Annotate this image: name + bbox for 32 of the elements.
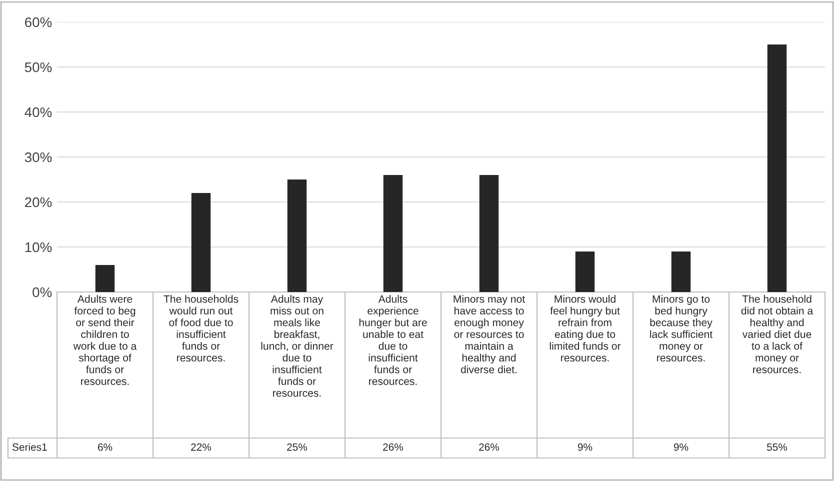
data-label: 26%	[479, 443, 500, 451]
data-label: 25%	[287, 443, 308, 451]
x-tick-label: The households would run out of food due to insufficient funds or resources.	[164, 295, 238, 362]
bar	[95, 265, 115, 292]
x-tick-label: Minors go to bed hungry because they lack sufficient money or resources.	[650, 295, 713, 362]
text: Series1	[12, 443, 47, 451]
x-tick-label: Adults experience hunger but are unable to eat due to insufficient funds or resources.	[359, 295, 427, 386]
data-label: 22%	[191, 443, 212, 451]
bar	[191, 193, 211, 292]
data-label: 6%	[98, 443, 112, 451]
bar	[767, 44, 787, 292]
x-tick-label: Adults were forced to beg or send their children to work due to a shortage of funds or resources.	[73, 295, 137, 386]
x-tick-label: Minors may not have access to enough money or resources to maintain a healthy and diverse diet.	[454, 295, 525, 374]
y-tick-label: 50%	[24, 62, 52, 72]
bar	[383, 175, 403, 292]
y-tick-label: 20%	[25, 197, 52, 208]
x-tick-label: Minors would feel hungry but refrain from eating due to limited funds or resources.	[550, 295, 621, 362]
y-tick-label: 10%	[25, 242, 52, 252]
y-tick-label: 30%	[24, 152, 52, 162]
data-label: 9%	[578, 443, 592, 451]
data-label: 55%	[766, 443, 788, 451]
bar	[479, 175, 499, 292]
y-tick-label: 60%	[25, 17, 52, 28]
y-tick-label: 40%	[24, 107, 52, 118]
x-tick-label: The household did not obtain a healthy and varied diet due to a lack of money or resources.	[741, 295, 814, 374]
bar	[287, 180, 307, 292]
data-label: 9%	[674, 443, 688, 451]
bar	[575, 252, 595, 292]
data-label: 26%	[383, 443, 404, 451]
y-tick-label: 0%	[32, 287, 52, 298]
category-label: Adults may miss out on meals like breakfast, lunch, or dinner due to insufficient funds or resources.	[261, 295, 334, 397]
bar	[671, 252, 691, 292]
